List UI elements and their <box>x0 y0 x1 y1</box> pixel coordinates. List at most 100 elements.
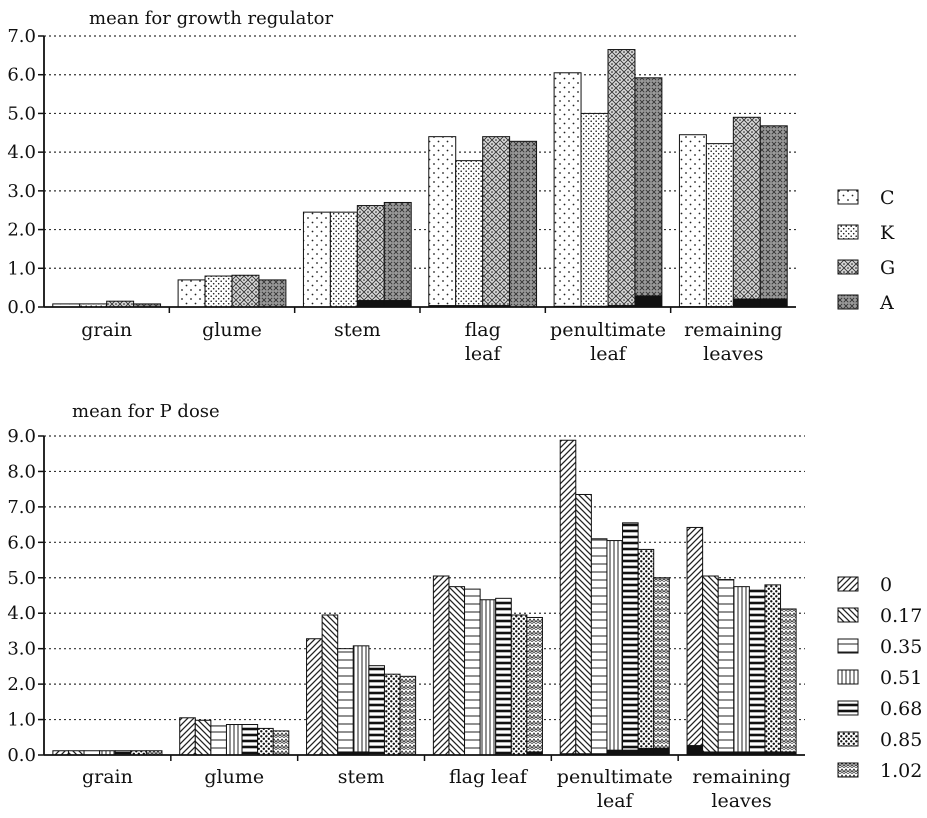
bar-base <box>733 751 750 755</box>
bar <box>337 648 354 756</box>
bar <box>607 49 636 308</box>
bar <box>580 112 609 308</box>
bar-base <box>733 298 761 307</box>
bar-base <box>780 751 797 755</box>
legend-label: A <box>879 292 894 314</box>
bar-base <box>608 305 635 307</box>
y-tick-label: 4.0 <box>7 142 36 163</box>
bar <box>717 579 735 756</box>
legend-swatch <box>837 294 859 310</box>
bar <box>321 614 339 756</box>
bar-base <box>353 751 369 755</box>
bar-base <box>482 305 510 307</box>
bar-base <box>428 305 456 307</box>
category-labels: grain glume stem flagleafpenultimateleafrem… <box>81 319 782 365</box>
growth-regulator-chart: mean for growth regulator 0.0 1.0 2.0 3.0 4.… <box>7 8 895 365</box>
bar <box>272 730 290 756</box>
axes <box>38 435 805 761</box>
bar <box>606 540 624 756</box>
legend-swatch <box>837 189 859 205</box>
bar <box>559 439 577 756</box>
category-label: stem <box>338 766 385 788</box>
y-tick-label: 4.0 <box>7 603 36 624</box>
legend-label: 0.85 <box>880 729 922 751</box>
bar <box>257 727 274 756</box>
bar-base <box>687 745 703 755</box>
y-tick-label: 5.0 <box>7 568 36 589</box>
bar <box>383 673 401 756</box>
category-label: leaves <box>703 343 763 365</box>
bar-base <box>622 749 639 755</box>
bar <box>225 724 243 756</box>
category-label: flag <box>465 319 501 341</box>
bar <box>622 522 639 756</box>
bar <box>686 526 704 756</box>
category-label: penultimate <box>550 319 666 341</box>
bar <box>495 597 512 756</box>
bar-base <box>384 300 412 307</box>
bar <box>705 143 734 308</box>
y-tick-label: 9.0 <box>7 426 36 447</box>
category-label: leaves <box>711 790 771 812</box>
y-tick-labels: 0.0 1.0 2.0 3.0 4.0 5.0 6.0 7.0 <box>7 26 36 318</box>
legend-label: 0 <box>880 574 892 596</box>
legend: 0 0.17 0.35 0.51 0.68 0.85 1.02 <box>837 574 922 782</box>
bar <box>590 538 608 756</box>
bar-base <box>760 298 788 307</box>
bar-base <box>606 749 623 755</box>
bar <box>383 201 412 308</box>
category-label: flag leaf <box>449 766 529 788</box>
legend-label: 0.68 <box>880 698 922 720</box>
y-tick-label: 7.0 <box>7 497 36 518</box>
category-label: grain <box>81 319 132 341</box>
bars <box>52 439 797 756</box>
y-tick-label: 3.0 <box>7 639 36 660</box>
bar <box>179 717 196 756</box>
bar <box>368 665 385 756</box>
bar-base <box>526 751 543 755</box>
bar <box>526 616 543 756</box>
category-label: leaf <box>465 343 503 365</box>
bar <box>194 719 212 756</box>
category-label: glume <box>202 319 262 341</box>
y-tick-label: 0.0 <box>7 745 36 766</box>
legend-label: K <box>880 222 895 244</box>
bar <box>759 125 788 308</box>
legend-swatch <box>837 700 859 716</box>
bar <box>764 584 782 756</box>
bar <box>231 274 260 308</box>
bar <box>428 136 457 308</box>
category-label: remaining <box>684 319 782 341</box>
category-label: leaf <box>597 790 635 812</box>
bar <box>329 211 358 308</box>
bar <box>510 614 528 756</box>
bar <box>432 575 450 756</box>
legend-swatch <box>837 762 859 778</box>
y-tick-label: 3.0 <box>7 181 36 202</box>
bar-base <box>357 300 385 307</box>
bar <box>479 599 497 756</box>
legend-swatch <box>837 607 859 623</box>
bar <box>702 575 719 756</box>
bar <box>177 279 206 308</box>
bar <box>352 645 370 756</box>
bar <box>241 724 259 756</box>
legend-swatch <box>837 638 859 654</box>
y-tick-label: 8.0 <box>7 461 36 482</box>
y-tick-label: 0.0 <box>7 297 36 318</box>
bar <box>732 116 761 308</box>
legend-label: 0.51 <box>880 667 922 689</box>
bar <box>634 77 663 308</box>
bar <box>780 608 797 756</box>
bar <box>748 589 766 756</box>
bar <box>455 160 484 308</box>
bar-base <box>764 751 781 755</box>
y-tick-label: 5.0 <box>7 103 36 124</box>
bar-base <box>634 295 662 307</box>
bar <box>637 548 655 756</box>
bar-base <box>749 751 765 755</box>
legend-swatch <box>837 224 859 240</box>
bar-base <box>337 751 354 755</box>
